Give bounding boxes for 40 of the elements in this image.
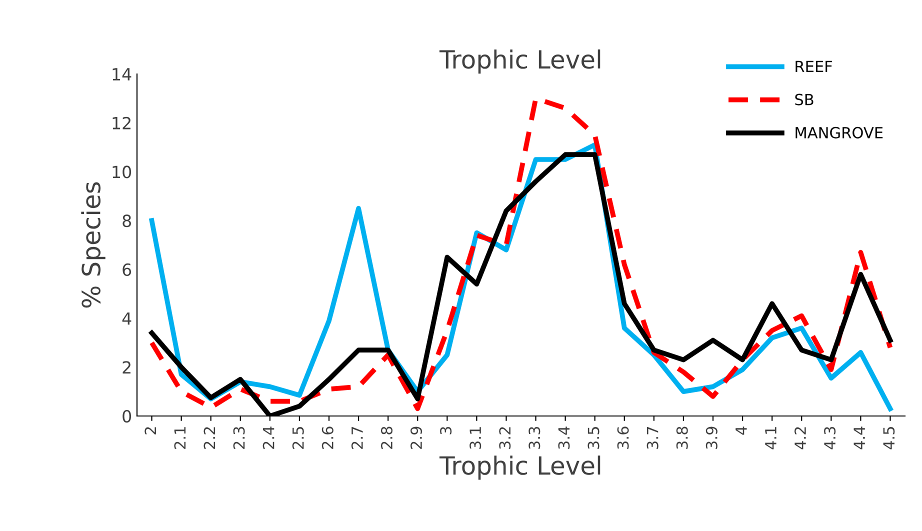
x-tick-label: 3.4 xyxy=(558,426,570,449)
chart-title: Trophic Level xyxy=(439,49,600,74)
x-tick-label: 2.9 xyxy=(410,426,422,449)
x-tick-label: 3.7 xyxy=(646,427,658,449)
y-tick-label: 6 xyxy=(122,263,132,276)
x-tick-label: 2.2 xyxy=(204,427,216,449)
x-tick-label: 3.2 xyxy=(499,427,511,449)
x-tick-label: 3 xyxy=(440,426,452,434)
legend-label: MANGROVE xyxy=(796,126,883,138)
y-tick-label: 10 xyxy=(112,166,132,178)
x-tick-label: 3.3 xyxy=(528,426,540,449)
x-tick-label: 3.1 xyxy=(470,427,482,449)
x-tick-label: 3.6 xyxy=(617,426,629,449)
x-tick-label: 3.9 xyxy=(706,426,718,449)
y-tick-label: 4 xyxy=(122,312,132,325)
x-tick-label: 3.8 xyxy=(676,426,688,449)
x-tick-label: 2.7 xyxy=(351,427,363,449)
x-tick-label: 2.5 xyxy=(292,427,304,449)
y-tick-label: 8 xyxy=(122,214,131,228)
x-tick-label: 2.1 xyxy=(174,427,186,449)
x-tick-label: 2.6 xyxy=(322,426,334,449)
x-tick-label: 4.4 xyxy=(854,426,865,450)
x-tick-label: 4.2 xyxy=(794,427,806,450)
legend-label: SB xyxy=(795,94,814,106)
x-tick-label: 3.5 xyxy=(588,427,600,449)
x-tick-label: 4.3 xyxy=(824,426,836,450)
x-tick-label: 4.5 xyxy=(883,427,895,450)
x-tick-label: 4.1 xyxy=(765,427,776,450)
y-axis-title: % Species xyxy=(81,182,106,308)
x-tick-label: 2.8 xyxy=(380,426,393,449)
y-tick-label: 2 xyxy=(122,361,130,374)
x-tick-label: 2 xyxy=(144,427,156,434)
x-tick-label: 4 xyxy=(736,426,747,435)
y-tick-label: 14 xyxy=(112,68,132,80)
x-tick-label: 2.3 xyxy=(233,426,245,449)
y-tick-label: 12 xyxy=(112,116,130,130)
x-tick-label: 2.4 xyxy=(262,426,274,449)
y-tick-label: 0 xyxy=(122,410,132,423)
legend-label: REEF xyxy=(796,60,832,72)
x-axis-title: Trophic Level xyxy=(439,456,600,480)
